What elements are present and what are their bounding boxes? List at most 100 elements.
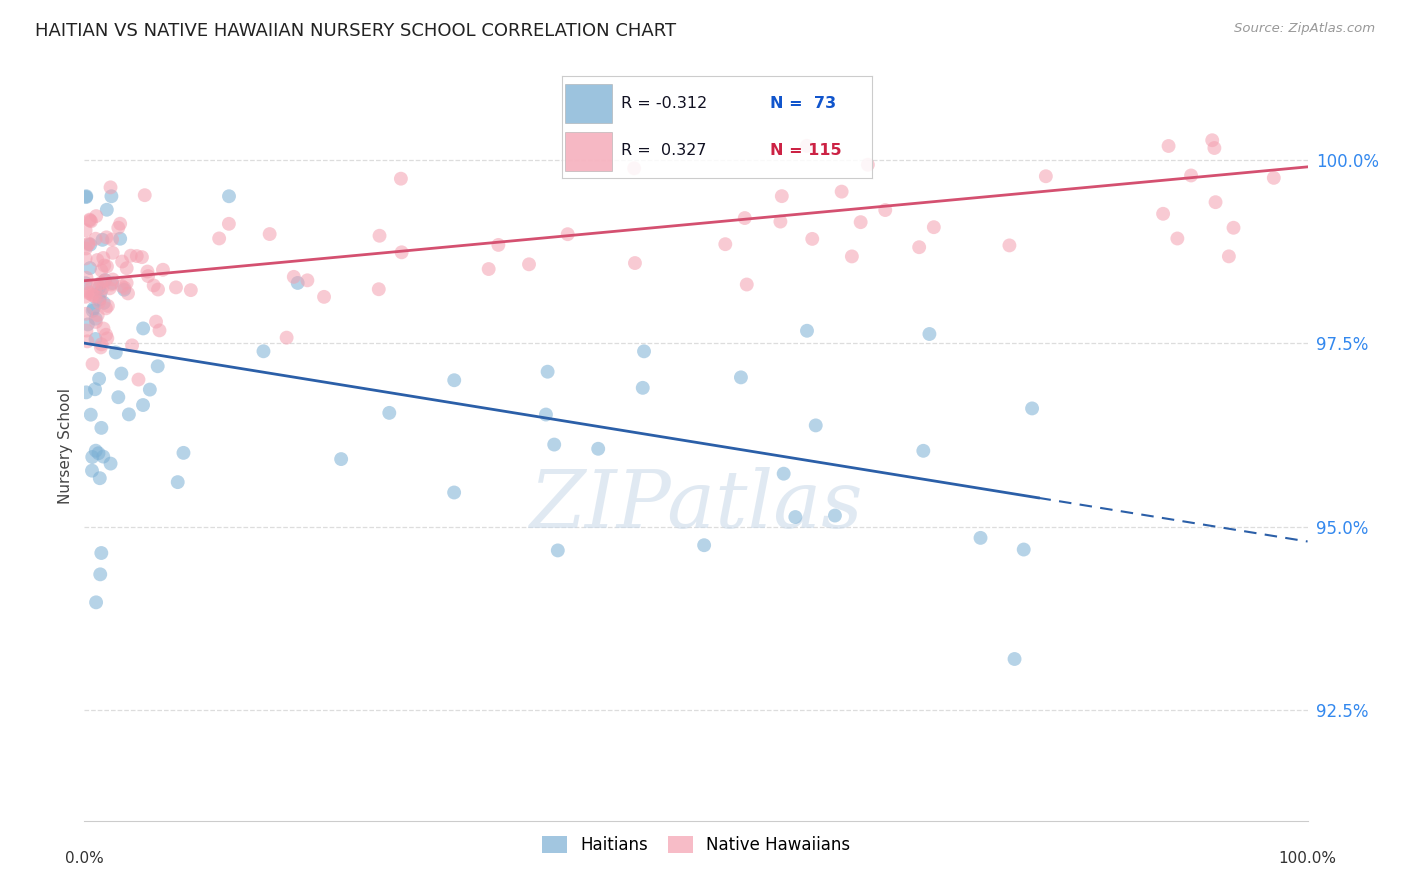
Point — [101, 276, 124, 290]
Point — [368, 228, 391, 243]
Point — [75, 385, 97, 400]
Point — [785, 510, 807, 524]
Point — [75, 324, 97, 338]
Point — [1201, 133, 1223, 147]
Point — [252, 344, 274, 359]
Point — [77, 237, 100, 252]
Point — [623, 161, 645, 176]
Point — [125, 249, 148, 263]
Point — [77, 236, 100, 251]
Point — [276, 331, 298, 345]
Point — [145, 315, 167, 329]
Point — [79, 237, 101, 252]
Point — [76, 270, 98, 285]
FancyBboxPatch shape — [565, 132, 612, 171]
Point — [90, 341, 112, 355]
Point — [136, 268, 159, 283]
Point — [631, 381, 654, 395]
Point — [796, 139, 818, 153]
Point — [89, 567, 111, 582]
Point — [120, 249, 142, 263]
Point — [91, 281, 114, 295]
Point — [1180, 169, 1202, 183]
Point — [908, 240, 931, 254]
Point — [111, 279, 134, 293]
Point — [443, 485, 465, 500]
Point — [831, 185, 853, 199]
Point — [75, 276, 97, 290]
Point — [152, 262, 174, 277]
Point — [166, 475, 188, 490]
Point — [75, 189, 97, 203]
Point — [79, 213, 101, 227]
Point — [391, 245, 413, 260]
Point — [108, 217, 131, 231]
Y-axis label: Nursery School: Nursery School — [58, 388, 73, 504]
Point — [75, 290, 97, 304]
Point — [104, 345, 127, 359]
Point — [1157, 139, 1180, 153]
Point — [89, 471, 111, 485]
Point — [118, 408, 141, 422]
Point — [134, 188, 156, 202]
Point — [117, 286, 139, 301]
Point — [633, 344, 655, 359]
Point — [517, 257, 540, 271]
Point — [856, 158, 879, 172]
Point — [121, 338, 143, 352]
Point — [80, 214, 103, 228]
Point — [82, 450, 104, 464]
Point — [91, 233, 114, 247]
Legend: Haitians, Native Hawaiians: Haitians, Native Hawaiians — [536, 830, 856, 861]
Point — [90, 421, 112, 435]
Point — [96, 202, 118, 217]
Point — [1012, 542, 1035, 557]
Point — [96, 260, 118, 274]
Point — [84, 332, 107, 346]
Point — [875, 202, 897, 217]
Point — [82, 357, 104, 371]
Point — [969, 531, 991, 545]
Point — [90, 263, 112, 277]
Point — [367, 282, 389, 296]
Point — [330, 452, 353, 467]
Point — [1004, 652, 1026, 666]
Point — [107, 390, 129, 404]
Text: 0.0%: 0.0% — [65, 851, 104, 866]
Point — [772, 467, 794, 481]
Point — [912, 443, 935, 458]
Point — [93, 296, 115, 310]
Point — [90, 337, 112, 351]
Text: Source: ZipAtlas.com: Source: ZipAtlas.com — [1234, 22, 1375, 36]
Point — [96, 331, 118, 345]
Point — [90, 285, 112, 299]
Point — [110, 367, 132, 381]
Point — [89, 293, 111, 307]
Point — [90, 546, 112, 560]
Point — [87, 280, 110, 294]
Point — [1035, 169, 1057, 184]
Point — [93, 259, 115, 273]
Point — [84, 289, 107, 303]
Point — [735, 277, 758, 292]
Point — [389, 171, 412, 186]
Point — [115, 261, 138, 276]
Point — [218, 189, 240, 203]
Point — [83, 301, 105, 316]
Point — [557, 227, 579, 242]
Point — [1205, 195, 1227, 210]
Point — [86, 253, 108, 268]
Point — [76, 318, 98, 332]
Point — [259, 227, 281, 241]
Text: HAITIAN VS NATIVE HAWAIIAN NURSERY SCHOOL CORRELATION CHART: HAITIAN VS NATIVE HAWAIIAN NURSERY SCHOO… — [35, 22, 676, 40]
Point — [96, 230, 118, 244]
Point — [84, 311, 107, 326]
Point — [82, 278, 104, 293]
Point — [165, 280, 187, 294]
Point — [734, 211, 756, 225]
Point — [486, 238, 509, 252]
Point — [127, 373, 149, 387]
Point — [796, 324, 818, 338]
Point — [208, 231, 231, 245]
Point — [297, 273, 319, 287]
